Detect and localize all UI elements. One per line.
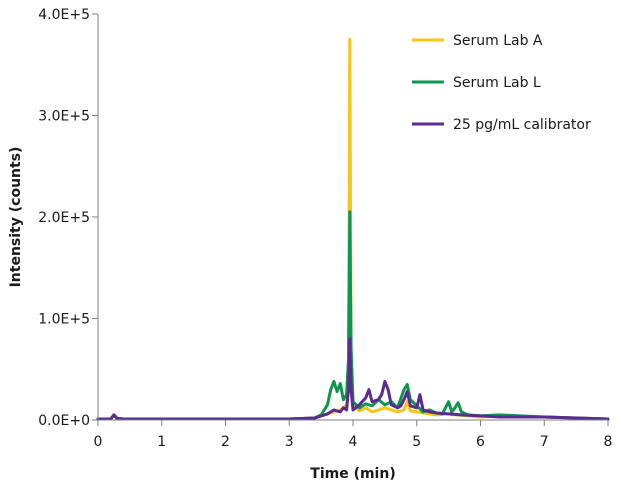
y-tick-label: 4.0E+5 — [38, 7, 90, 23]
series-line-2 — [96, 210, 610, 421]
legend-label-1: Serum Lab A — [453, 33, 543, 49]
y-axis-ticks: 0.0E+0 1.0E+5 2.0E+5 3.0E+5 4.0E+5 — [38, 7, 98, 429]
x-axis-ticks: 0 1 2 3 4 5 6 7 8 — [94, 420, 613, 450]
series-line-3 — [96, 337, 610, 421]
legend-label-3: 25 pg/mL calibrator — [453, 117, 591, 133]
x-axis-title: Time (min) — [310, 466, 395, 482]
legend-label-2: Serum Lab L — [453, 75, 541, 91]
y-tick-label: 0.0E+0 — [38, 413, 90, 429]
x-tick-label: 6 — [476, 434, 485, 450]
x-tick-label: 8 — [604, 434, 613, 450]
x-tick-label: 1 — [157, 434, 166, 450]
x-tick-label: 7 — [540, 434, 549, 450]
y-axis-title: Intensity (counts) — [8, 147, 24, 288]
x-tick-label: 0 — [94, 434, 103, 450]
series-layer — [96, 37, 610, 421]
x-tick-label: 2 — [221, 434, 230, 450]
y-tick-label: 3.0E+5 — [38, 109, 90, 125]
x-tick-label: 5 — [412, 434, 421, 450]
x-tick-label: 3 — [285, 434, 294, 450]
x-tick-label: 4 — [349, 434, 358, 450]
y-tick-label: 2.0E+5 — [38, 210, 90, 226]
y-tick-label: 1.0E+5 — [38, 312, 90, 328]
legend: Serum Lab A Serum Lab L 25 pg/mL calibrato… — [412, 33, 591, 133]
